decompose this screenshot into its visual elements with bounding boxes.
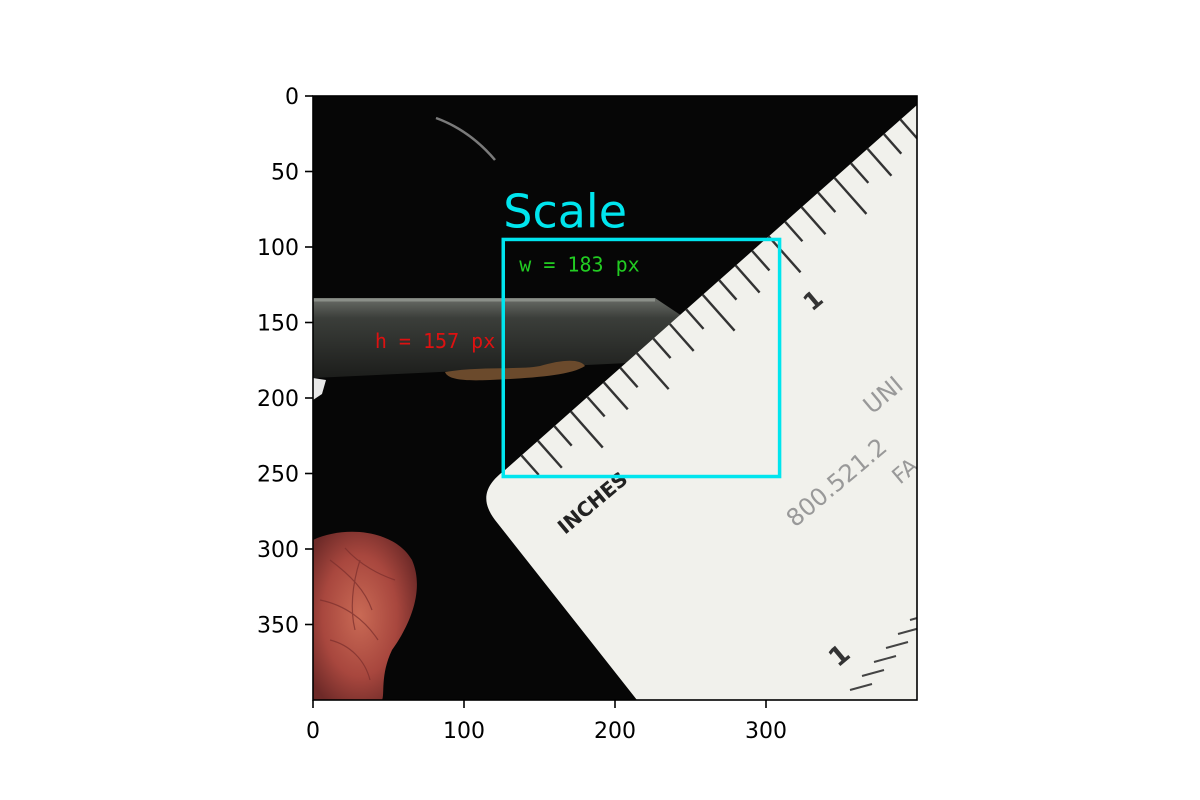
ruler-tick	[751, 250, 771, 272]
y-tick-label: 100	[257, 236, 299, 261]
annotations: Scale w = 183 px h = 157 px	[375, 184, 782, 479]
scale-box	[501, 237, 782, 479]
ruler-tick	[586, 396, 606, 418]
ruler-tick	[866, 148, 893, 177]
photo-hair	[435, 116, 496, 161]
scale-label: Scale	[503, 184, 627, 238]
ruler-tick	[635, 352, 670, 390]
y-tick-label: 200	[257, 387, 299, 412]
ruler-tick	[850, 162, 870, 184]
width-label: w = 183 px	[519, 252, 639, 276]
ruler-tick	[553, 425, 573, 447]
y-tick-label: 250	[257, 463, 299, 488]
x-tick-label: 0	[306, 719, 320, 744]
ruler-tick	[570, 410, 604, 449]
y-tick-label: 50	[271, 161, 299, 186]
ruler-tick	[668, 323, 695, 352]
ruler-tick	[701, 294, 736, 332]
x-axis: 0 100 200 300	[306, 700, 787, 744]
y-tick-label: 0	[285, 85, 299, 110]
ruler-tick	[784, 221, 804, 243]
leaf-veins	[319, 547, 396, 681]
x-tick-label: 300	[745, 719, 787, 744]
ruler-ticks	[520, 118, 917, 691]
photo-rust-stain	[445, 360, 585, 381]
ruler-tick	[817, 191, 837, 213]
ruler-tick	[833, 177, 868, 215]
height-label: h = 157 px	[375, 329, 495, 353]
ruler-tick	[909, 617, 917, 621]
ruler-tick	[883, 133, 903, 155]
ruler-tick	[800, 206, 827, 235]
ruler-tick	[718, 279, 738, 301]
x-tick-label: 100	[443, 719, 485, 744]
y-tick-label: 350	[257, 614, 299, 639]
ruler-tick	[520, 454, 540, 476]
ruler-tick	[734, 264, 761, 294]
ruler-tick	[767, 235, 802, 274]
photo-image: INCHES 800.521.2 UNI FA 1 1	[313, 96, 917, 700]
x-tick-label: 200	[594, 719, 636, 744]
ruler-tick	[849, 683, 873, 691]
photo-ruler	[486, 105, 917, 700]
y-tick-label: 300	[257, 538, 299, 563]
ruler-tick	[652, 337, 672, 359]
ruler-tick	[873, 655, 897, 663]
ruler-tick	[861, 669, 885, 677]
ruler-tick	[602, 381, 629, 411]
photo-blade	[313, 298, 685, 378]
ruler-tick	[885, 641, 909, 649]
photo-leaf	[313, 531, 417, 700]
ruler-tick	[685, 308, 705, 330]
ruler-tick	[619, 367, 639, 389]
photo-white-speck	[313, 378, 326, 400]
y-axis: 0 50 100 150 200 250 300 350	[257, 85, 313, 639]
y-tick-label: 150	[257, 312, 299, 337]
ruler-tick	[537, 440, 563, 469]
